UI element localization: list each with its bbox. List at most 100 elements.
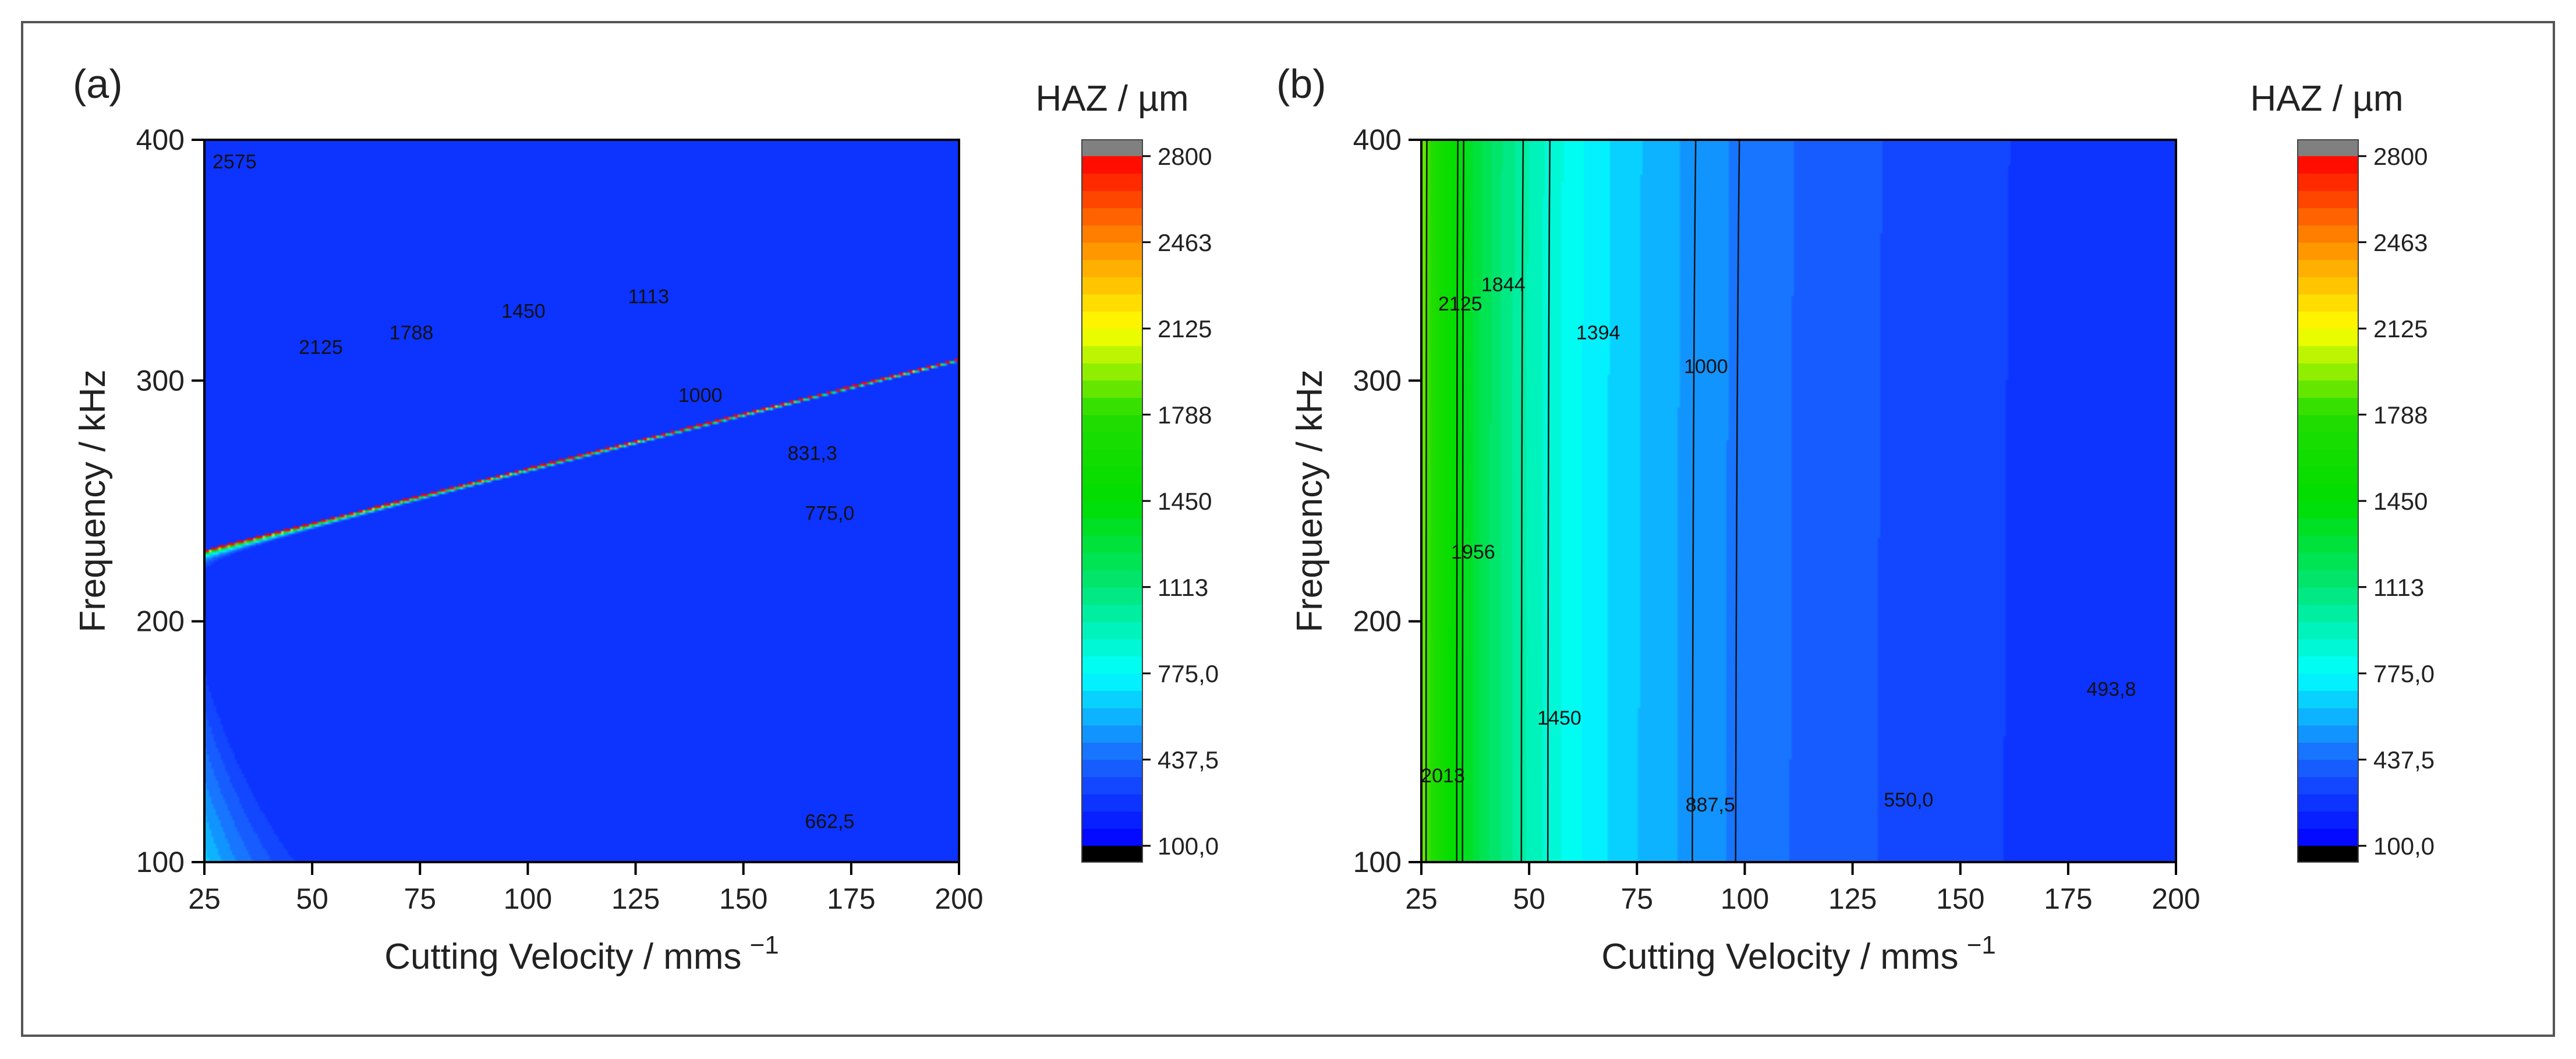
colorbar-band: [2298, 673, 2358, 691]
colorbar-band: [2298, 828, 2358, 846]
colorbar-band: [1082, 570, 1142, 588]
colorbar-a: 100,0 437,5 775,0 1113 1450 1788 2125 2463 2800: [1081, 139, 1219, 863]
colorbar-band: [2298, 518, 2358, 536]
contour-line: [1692, 139, 1697, 862]
colorbar-tick-label: 2125: [2373, 315, 2428, 343]
colorbar-tick-label: 100,0: [2373, 832, 2435, 860]
contour-label: 550,0: [1884, 789, 1933, 811]
colorbar-band: [2298, 329, 2358, 347]
contour-label: 1000: [1684, 356, 1728, 378]
colorbar-band: [1082, 708, 1142, 726]
colorbar-band: [2298, 242, 2358, 260]
colorbar-band: [1082, 415, 1142, 433]
colorbar-band: [1082, 225, 1142, 243]
colorbar-band: [1082, 380, 1142, 398]
colorbar-band: [1082, 207, 1142, 225]
x-axis-b: 25 50 75 100 125 150 175 200: [1405, 862, 2200, 915]
colorbar-band: [2298, 638, 2358, 656]
contour-labels-a: 2575 2125 1788 1450 1113 1000 831,3 775,0 662,5: [213, 151, 854, 832]
x-tick-label: 175: [2044, 882, 2092, 915]
contour-label: 493,8: [2086, 678, 2136, 700]
colorbar-band: [1082, 294, 1142, 312]
x-tick-label: 100: [1721, 882, 1769, 915]
colorbar-band: [2298, 570, 2358, 588]
x-tick-label: 25: [188, 882, 221, 915]
colorbar-band: [1082, 587, 1142, 605]
colorbar-band: [1082, 501, 1142, 519]
colorbar-band: [1082, 173, 1142, 191]
y-axis-label-b: Frequency / kHz: [1290, 369, 1330, 632]
colorbar-band: [2298, 277, 2358, 295]
colorbar-band: [2298, 363, 2358, 381]
x-tick-label: 100: [504, 882, 552, 915]
colorbar-band: [2298, 604, 2358, 622]
contour-label: 1788: [390, 322, 434, 344]
colorbar-band: [1082, 552, 1142, 570]
heatmap-image-b: [1421, 140, 2176, 862]
contour-label: 2575: [213, 151, 257, 173]
colorbar-band: [1082, 535, 1142, 553]
colorbar-under-cap: [1082, 846, 1142, 862]
colorbar-band: [2298, 294, 2358, 312]
y-tick-label: 200: [1353, 605, 1402, 638]
x-tick-label: 150: [719, 882, 767, 915]
contour-line: [1735, 139, 1740, 863]
panel-a: (a) 257521251788145011131000831,3775,066…: [73, 61, 1219, 977]
contour-label: 2125: [299, 337, 343, 359]
x-tick-label: 25: [1405, 882, 1438, 915]
contour-label: 1450: [1537, 707, 1581, 729]
x-tick-label: 50: [296, 882, 328, 915]
colorbar-band: [1082, 656, 1142, 674]
colorbar-tick-label: 2463: [2373, 229, 2428, 256]
contour-label: 887,5: [1686, 794, 1735, 816]
heatmap-image-a: [204, 140, 959, 862]
colorbar-band: [2298, 794, 2358, 812]
y-axis-b: 100 200 300 400: [1353, 123, 1421, 878]
colorbar-band: [1082, 432, 1142, 450]
colorbar-band: [2298, 776, 2358, 795]
y-tick-label: 100: [136, 846, 185, 878]
colorbar-band: [1082, 449, 1142, 467]
x-tick-label: 200: [2152, 882, 2200, 915]
colorbar-tick-label: 2800: [1158, 143, 1212, 170]
contour-label: 1113: [628, 286, 670, 308]
contour-label: 1450: [501, 301, 546, 323]
colorbar-title-a: HAZ / µm: [1035, 79, 1188, 119]
colorbar-band: [1082, 622, 1142, 640]
colorbar-band: [2298, 622, 2358, 640]
contour-lines-b: [1425, 139, 1740, 863]
colorbar-band: [2298, 742, 2358, 760]
colorbar-band: [2298, 725, 2358, 743]
colorbar-band: [2298, 552, 2358, 570]
colorbar-band: [2298, 380, 2358, 398]
contour-label: 775,0: [805, 503, 854, 525]
colorbar-tick-label: 2800: [2373, 143, 2428, 170]
contour-label: 1000: [678, 384, 723, 407]
colorbar-band: [2298, 311, 2358, 329]
colorbar-tick-label: 2463: [1158, 229, 1212, 256]
colorbar-band: [1082, 345, 1142, 363]
x-tick-label: 150: [1936, 882, 1984, 915]
colorbar-band: [1082, 742, 1142, 760]
colorbar-band: [1082, 604, 1142, 622]
colorbar-band: [1082, 156, 1142, 174]
contour-line: [1456, 139, 1459, 862]
contour-label: 1394: [1576, 322, 1620, 344]
colorbar-band: [2298, 432, 2358, 450]
y-axis-a: 100 200 300 400: [136, 123, 204, 878]
colorbar-band: [2298, 811, 2358, 829]
colorbar-band: [1082, 725, 1142, 743]
colorbar-title-b: HAZ / µm: [2250, 79, 2403, 119]
y-tick-label: 300: [1353, 364, 1402, 397]
colorbar-band: [2298, 190, 2358, 209]
colorbar-tick-label: 2125: [1158, 315, 1212, 343]
colorbar-tick-label: 437,5: [1158, 746, 1219, 774]
contour-line: [1520, 139, 1524, 862]
colorbar-band: [2298, 656, 2358, 674]
heatmap-a: 2575 2125 1788 1450 1113 1000 831,3 775,0 662,5: [203, 139, 960, 863]
colorbar-tick-label: 1788: [2373, 401, 2428, 429]
y-tick-label: 300: [136, 364, 185, 397]
contour-label: 2013: [1421, 765, 1465, 787]
